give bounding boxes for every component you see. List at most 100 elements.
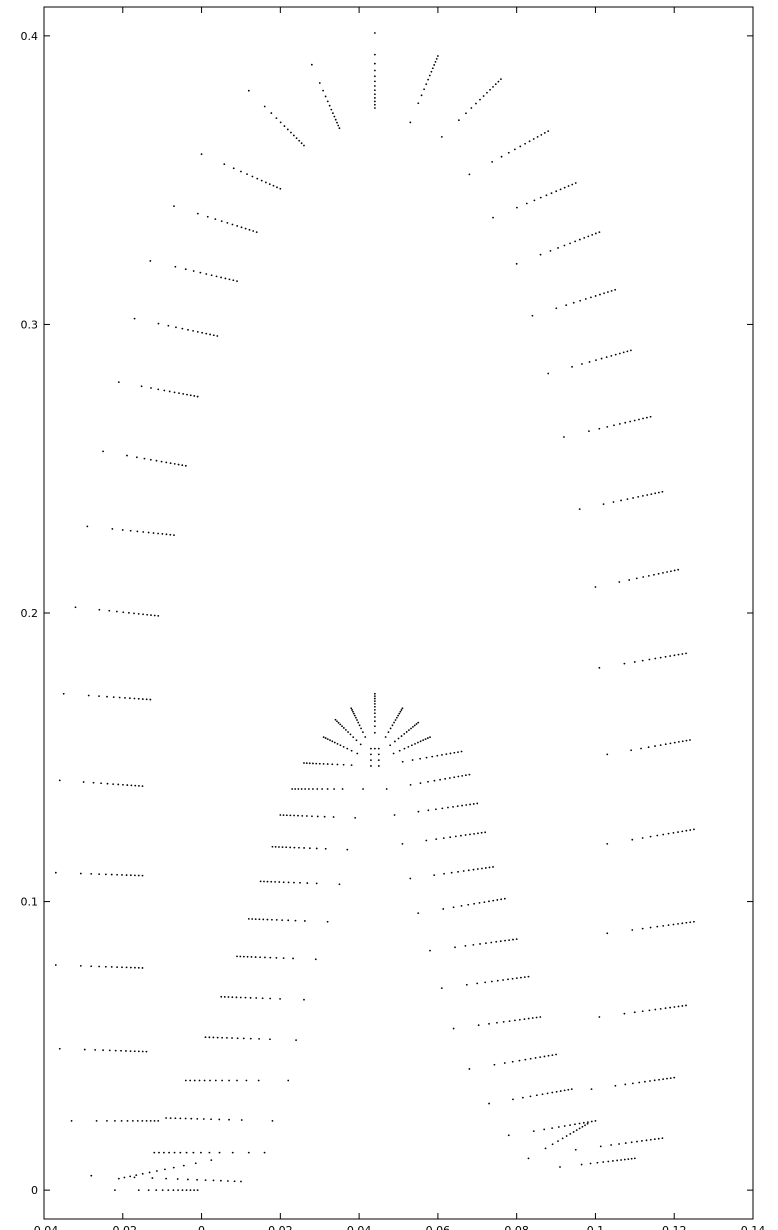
data-point <box>669 1006 672 1009</box>
data-point <box>239 996 242 999</box>
data-point <box>312 762 314 765</box>
data-point <box>669 742 672 745</box>
data-point <box>465 804 468 806</box>
data-point <box>499 940 502 943</box>
data-point <box>453 751 456 754</box>
data-point <box>192 1151 195 1154</box>
data-point <box>141 1050 144 1053</box>
data-point <box>607 1160 610 1163</box>
data-point <box>287 1079 290 1082</box>
data-point <box>590 296 592 299</box>
data-point <box>334 118 337 121</box>
dot-streak-outer-top <box>247 89 305 147</box>
data-point <box>137 1189 140 1192</box>
x-tick-label: 0.12 <box>662 1224 687 1230</box>
data-point <box>649 1080 651 1082</box>
data-point <box>179 1151 182 1154</box>
data-point <box>134 784 137 787</box>
data-point <box>189 1189 192 1192</box>
data-point <box>137 612 140 615</box>
data-point <box>539 253 542 256</box>
data-point <box>246 955 249 958</box>
data-point <box>397 737 400 740</box>
data-point <box>377 759 380 762</box>
data-point <box>407 729 410 732</box>
data-point <box>168 390 171 393</box>
data-point <box>106 695 108 698</box>
x-tick-label: 0.06 <box>426 1224 451 1230</box>
data-point <box>244 996 247 999</box>
data-point <box>242 955 245 958</box>
data-point <box>579 299 582 302</box>
data-point <box>282 957 285 960</box>
data-point <box>263 880 265 883</box>
data-point <box>469 833 471 836</box>
dot-streak-outer-right <box>590 1076 676 1091</box>
data-point <box>529 1057 532 1060</box>
data-point <box>125 874 128 876</box>
data-point <box>588 430 590 433</box>
data-point <box>503 897 506 900</box>
data-point <box>535 1016 538 1019</box>
data-point <box>118 696 121 699</box>
data-point <box>600 357 603 360</box>
data-point <box>161 533 164 535</box>
data-point <box>496 899 499 901</box>
data-point <box>373 80 376 83</box>
data-point <box>228 278 231 281</box>
data-point <box>192 270 195 272</box>
data-point <box>632 497 634 499</box>
data-point <box>117 381 120 384</box>
data-point <box>650 493 653 496</box>
data-point <box>456 805 459 808</box>
data-point <box>106 782 109 785</box>
data-point <box>400 709 403 711</box>
dot-streak-outer-left <box>102 450 187 467</box>
data-point <box>685 1004 687 1007</box>
data-point <box>153 1119 156 1122</box>
y-tick-label: 0.3 <box>21 318 39 331</box>
data-point <box>419 782 422 785</box>
data-point <box>322 736 325 738</box>
data-point <box>262 918 265 921</box>
data-point <box>689 829 692 831</box>
data-point <box>693 828 695 831</box>
data-point <box>572 1131 575 1133</box>
data-point <box>331 763 334 766</box>
data-point <box>527 975 530 978</box>
data-point <box>565 304 568 307</box>
data-point <box>440 987 443 990</box>
data-point <box>467 869 470 872</box>
data-point <box>341 788 344 790</box>
data-point <box>271 1119 274 1122</box>
data-point <box>295 137 298 140</box>
data-point <box>332 112 334 115</box>
data-point <box>610 290 613 292</box>
data-point <box>351 709 353 711</box>
data-point <box>339 723 342 726</box>
data-point <box>598 427 601 430</box>
data-point <box>187 328 189 331</box>
data-point <box>149 260 152 262</box>
data-point <box>106 1119 108 1122</box>
data-point <box>173 534 175 536</box>
data-point <box>452 1027 455 1030</box>
data-point <box>199 271 202 274</box>
data-point <box>630 1141 633 1144</box>
dot-streak-outer-top <box>440 78 502 138</box>
data-point <box>274 845 277 848</box>
data-point <box>496 979 499 982</box>
data-point <box>239 955 242 958</box>
dot-streak-inner-left <box>279 814 357 819</box>
data-point <box>649 926 652 929</box>
data-point <box>318 762 321 765</box>
data-point <box>605 356 608 359</box>
data-point <box>373 97 376 99</box>
data-point <box>483 901 486 903</box>
data-point <box>158 1151 160 1154</box>
data-point <box>681 1005 684 1007</box>
data-point <box>249 996 252 999</box>
data-point <box>534 1057 537 1059</box>
data-point <box>539 1056 542 1059</box>
data-point <box>240 1180 242 1183</box>
